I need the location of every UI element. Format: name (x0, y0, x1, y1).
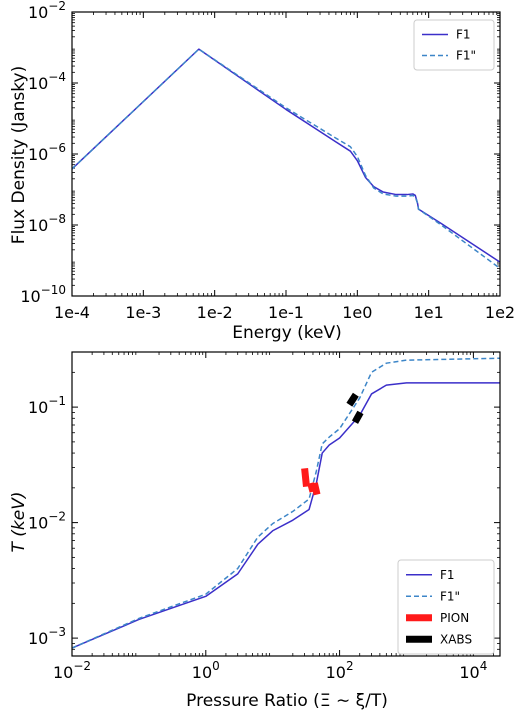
legend-label: XABS (440, 632, 472, 646)
flux-density-chart: Energy (keV) Flux Density (Jansky) 1e-4 1… (9, 0, 515, 343)
plot-frame (71, 351, 501, 657)
x-tick-label: 10−2 (53, 659, 91, 682)
temperature-chart-xlabel: Pressure Ratio (Ξ ∼ ξ/T) (186, 691, 388, 711)
flux-chart-ylabel: Flux Density (Jansky) (9, 66, 29, 244)
x-tick-label: 1e2 (485, 303, 515, 322)
y-tick-label: 10−3 (28, 625, 66, 648)
x-tick-label: 1e1 (414, 303, 444, 322)
x-tick-label: 102 (326, 659, 354, 682)
legend-label: F1 (440, 568, 455, 582)
segment-pion (301, 467, 310, 487)
y-tick-label: 10−8 (28, 212, 66, 235)
segment-xabs (351, 410, 364, 424)
legend-label: PION (440, 611, 469, 625)
legend-label: F1 (456, 28, 471, 42)
y-tick-label: 10−1 (28, 394, 66, 417)
x-tick-label: 100 (192, 659, 220, 682)
temperature-chart: Pressure Ratio (Ξ ∼ ξ/T) T (keV) 10−2 100… (9, 351, 501, 711)
x-tick-label: 1e-1 (268, 303, 304, 322)
flux-chart-xlabel: Energy (keV) (232, 323, 342, 343)
x-tick-label: 1e-2 (197, 303, 233, 322)
y-tick-label: 10−2 (28, 510, 66, 533)
segment-pion (310, 482, 321, 496)
x-tick-label: 104 (459, 659, 487, 682)
x-tick-label: 1e0 (342, 303, 372, 322)
legend-label: F1" (456, 49, 476, 63)
series-line-f1-double-prime (72, 48, 500, 269)
plot-frame (71, 11, 501, 297)
x-tick-label: 1e-4 (54, 303, 90, 322)
legend: F1 F1" PION XABS (397, 559, 495, 655)
x-tick-label: 1e-3 (125, 303, 161, 322)
segment-xabs (346, 392, 359, 407)
y-tick-label: 10−4 (28, 70, 66, 93)
y-tick-label: 10−2 (28, 0, 66, 22)
y-tick-label: 10−6 (28, 141, 66, 164)
series-line-f1-double-prime (72, 357, 500, 649)
legend: F1 F1" (413, 19, 495, 71)
series-line-f1 (72, 48, 500, 263)
y-tick-label: 10−10 (20, 283, 66, 306)
legend-label: F1" (440, 589, 460, 603)
temperature-chart-ylabel: T (keV) (9, 492, 29, 553)
